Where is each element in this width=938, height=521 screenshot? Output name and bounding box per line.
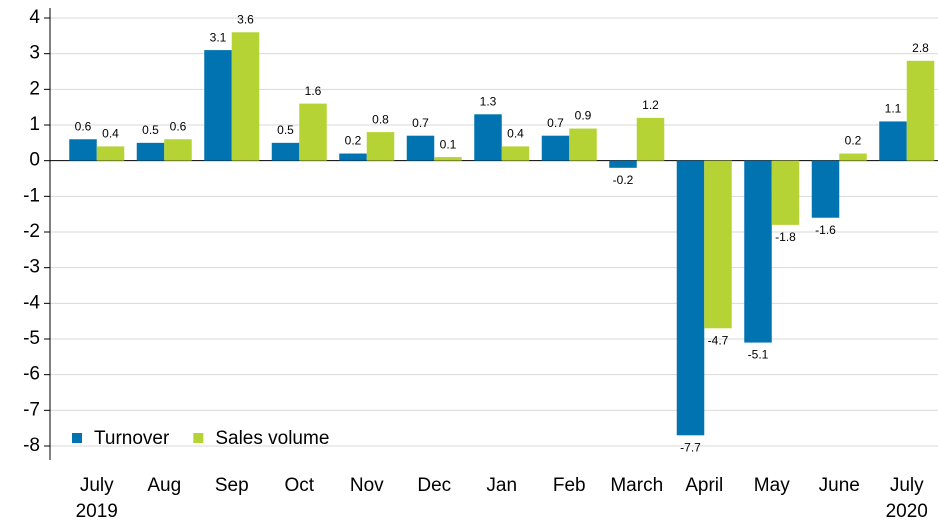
data-label: 0.7: [412, 116, 429, 130]
y-tick-label: 4: [29, 7, 40, 28]
data-label: -1.6: [815, 223, 836, 237]
bar: [271, 142, 300, 161]
legend-swatch: [72, 433, 82, 443]
data-label: 0.1: [440, 137, 457, 151]
bar: [501, 146, 530, 161]
x-tick-label: Oct: [284, 475, 314, 496]
y-tick-label: -7: [23, 399, 40, 420]
data-label: -1.8: [775, 230, 796, 244]
bar: [164, 139, 192, 161]
data-label: 0.8: [372, 112, 389, 126]
y-tick-label: -5: [23, 328, 40, 349]
data-label: 0.5: [142, 123, 159, 137]
x-tick-label: Nov: [350, 475, 384, 496]
bar: [339, 153, 367, 161]
data-label: 0.5: [277, 123, 294, 137]
bar: [771, 160, 800, 225]
bar: [96, 146, 125, 161]
bar: [406, 135, 435, 161]
bar: [231, 32, 260, 161]
data-label: 1.6: [305, 84, 322, 98]
legend-swatch: [193, 433, 204, 443]
data-label: 0.2: [345, 134, 362, 148]
y-tick-label: 1: [29, 114, 40, 135]
x-tick-label: July 2020: [886, 475, 928, 521]
y-tick-label: -3: [23, 257, 40, 278]
y-tick-label: -2: [23, 221, 40, 242]
data-label: 0.6: [75, 119, 92, 133]
data-label: 3.6: [237, 12, 254, 26]
x-tick-label: May: [754, 475, 790, 496]
y-tick-label: 2: [29, 78, 40, 99]
bar: [811, 160, 840, 218]
bar: [676, 160, 705, 436]
x-tick-label: Dec: [417, 475, 451, 496]
bar: [704, 160, 732, 329]
bar: [541, 135, 570, 161]
bar: [204, 50, 232, 161]
x-tick-label: March: [610, 475, 663, 496]
x-tick-label: April: [685, 475, 723, 496]
x-tick-label: Aug: [147, 475, 181, 496]
legend-label: Turnover: [94, 428, 170, 449]
data-label: 3.1: [210, 30, 227, 44]
bar: [434, 157, 462, 161]
data-label: 0.4: [102, 127, 119, 141]
bar: [569, 128, 597, 161]
data-label: 0.6: [170, 119, 187, 133]
data-label: -7.7: [680, 440, 701, 454]
data-label: 1.3: [480, 94, 497, 108]
y-tick-label: 0: [29, 150, 40, 171]
data-label: 1.2: [642, 98, 659, 112]
bar: [474, 114, 502, 161]
data-label: -5.1: [748, 348, 769, 362]
x-tick-label: Jan: [486, 475, 517, 496]
legend-label: Sales volume: [215, 428, 329, 449]
y-tick-label: -6: [23, 364, 40, 385]
bar: [906, 60, 935, 161]
data-label: -0.2: [613, 173, 634, 187]
bar: [609, 160, 637, 168]
x-tick-label: Feb: [553, 475, 586, 496]
y-tick-label: -1: [23, 185, 40, 206]
y-tick-label: -8: [23, 435, 40, 456]
data-label: 2.8: [912, 41, 929, 55]
bar: [879, 121, 907, 161]
bar: [636, 117, 665, 161]
data-label: 0.7: [547, 116, 564, 130]
bar: [136, 142, 165, 161]
data-label: 0.4: [507, 127, 524, 141]
x-tick-label: Sep: [215, 475, 249, 496]
x-tick-label: July 2019: [76, 475, 118, 521]
data-label: -4.7: [708, 333, 729, 347]
data-label: 1.1: [885, 102, 902, 116]
data-label: 0.9: [575, 109, 592, 123]
bar: [299, 103, 327, 161]
x-tick-label: June: [819, 475, 860, 496]
bar: [744, 160, 772, 343]
y-tick-label: 3: [29, 43, 40, 64]
data-label: 0.2: [845, 134, 862, 148]
bar: [366, 132, 395, 161]
bar: [69, 139, 97, 161]
bar: [839, 153, 867, 161]
y-tick-label: -4: [23, 292, 40, 313]
